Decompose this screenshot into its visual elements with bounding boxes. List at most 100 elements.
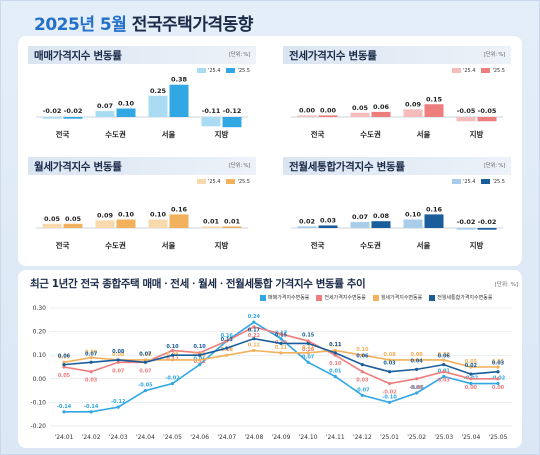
bar-value-label: 0.00: [320, 106, 337, 114]
bar-value-label: 0.01: [203, 217, 220, 225]
series-point: [62, 365, 66, 369]
series-point: [360, 370, 364, 374]
point-value-label: 0.03: [438, 378, 451, 384]
point-value-label: -0.02: [382, 390, 397, 396]
bar: [116, 219, 136, 228]
series-point: [89, 355, 93, 360]
series-point: [306, 351, 310, 355]
point-value-label: 0.10: [193, 344, 206, 350]
x-tick-label: '25.02: [407, 434, 426, 441]
wolse-change-chart: 월세가격지수 변동률 [단위: %] '25.4'25.5 0.05 0.05 전국 0.0…: [28, 157, 256, 257]
series-point: [89, 370, 93, 374]
mini-bar-svg: 0.00 0.00 전국 0.05 0.06 수도권 0.09 0.15 서울 -0.05 -0.0…: [291, 95, 503, 139]
bar: [95, 220, 115, 228]
series-point: [496, 365, 500, 369]
line-legend-label: 전세가격지수변동률: [324, 295, 366, 301]
bar: [222, 226, 242, 228]
point-value-label: 0.08: [410, 352, 423, 358]
series-point: [442, 370, 446, 374]
legend-swatch: [451, 179, 461, 184]
point-value-label: -0.12: [111, 399, 126, 405]
point-value-label: 0.05: [492, 359, 505, 365]
series-point: [225, 353, 229, 357]
line-legend-swatch: [429, 294, 436, 301]
line-chart-title: 최근 1년간 전국 종합주택 매매ㆍ전세ㆍ월세ㆍ전월세통합 가격지수 변동률 추…: [30, 278, 366, 290]
series-point: [442, 358, 446, 362]
series-point: [225, 339, 229, 343]
series-point: [279, 341, 283, 345]
mini-chart-legend: '25.4 '25.5: [451, 179, 505, 185]
legend-item: '25.4: [451, 179, 476, 185]
category-label: 서울: [162, 129, 176, 139]
legend-swatch: [196, 179, 206, 184]
point-value-label: 0.00: [410, 385, 423, 391]
bar: [116, 108, 136, 117]
legend-label: '25.5: [492, 179, 505, 185]
legend-swatch: [451, 68, 461, 73]
point-value-label: 0.10: [221, 347, 234, 353]
legend-label: '25.4: [207, 179, 221, 185]
x-tick-label: '24.03: [109, 434, 128, 441]
series-point: [469, 365, 473, 369]
bar-value-label: 0.10: [118, 100, 135, 108]
bar-value-label: 0.02: [299, 217, 315, 225]
bar: [42, 223, 62, 228]
point-value-label: 0.05: [465, 359, 478, 365]
mini-chart-title: 전월세통합가격지수 변동률 [단위: %]: [283, 157, 511, 175]
point-value-label: 0.12: [248, 342, 261, 348]
point-value-label: 0.03: [85, 378, 98, 384]
bar-value-label: 0.25: [150, 87, 167, 95]
bar: [371, 221, 391, 228]
bar: [403, 109, 423, 117]
bar-value-label: 0.05: [352, 104, 369, 112]
legend-item: '25.5: [481, 68, 505, 74]
legend-label: '25.4: [207, 68, 221, 74]
bar-value-label: -0.12: [223, 107, 242, 115]
bar-value-label: 0.16: [426, 205, 443, 213]
point-value-label: 0.16: [221, 333, 234, 339]
series-point: [333, 348, 337, 353]
bar: [318, 115, 338, 117]
series-point: [387, 370, 392, 374]
point-value-label: 0.10: [329, 361, 342, 367]
point-value-label: 0.16: [302, 347, 315, 353]
series-point: [170, 348, 175, 353]
x-tick-label: '25.03: [434, 434, 453, 441]
legend-label: '25.4: [462, 179, 476, 185]
point-value-label: 0.12: [329, 342, 342, 348]
category-label: 수도권: [360, 240, 381, 250]
bar-value-label: -0.02: [64, 107, 83, 115]
point-value-label: 0.05: [58, 373, 71, 379]
series-point: [62, 363, 66, 367]
point-value-label: 0.11: [302, 345, 315, 351]
point-value-label: 0.02: [465, 363, 478, 369]
bar-value-label: 0.15: [426, 95, 443, 103]
legend-item: '25.5: [226, 68, 250, 74]
x-tick-label: '24.02: [82, 434, 101, 441]
category-label: 전국: [311, 129, 325, 139]
legend-swatch: [226, 179, 236, 184]
bar-value-label: 0.00: [299, 106, 316, 114]
category-label: 전국: [311, 240, 325, 250]
point-value-label: 0.07: [302, 354, 315, 360]
point-value-label: 0.07: [139, 368, 152, 374]
point-value-label: 0.11: [329, 342, 342, 348]
bar-value-label: 0.38: [171, 76, 188, 84]
category-label: 전국: [56, 129, 70, 139]
x-tick-label: '24.07: [217, 434, 236, 441]
series-point: [360, 363, 364, 367]
mini-chart-legend: '25.4 '25.5: [196, 179, 250, 185]
series-point: [415, 358, 419, 362]
line-legend-swatch: [260, 294, 266, 301]
bar-value-label: -0.02: [43, 107, 62, 115]
legend-swatch: [481, 179, 491, 184]
mini-chart-legend: '25.4 '25.5: [196, 68, 250, 74]
legend-item: '25.4: [196, 179, 221, 185]
y-tick-label: 0.10: [33, 352, 47, 359]
series-point: [415, 391, 419, 395]
bar: [318, 225, 338, 228]
x-tick-label: '24.11: [326, 434, 345, 441]
point-value-label: 0.07: [58, 354, 71, 360]
point-value-label: 0.11: [275, 345, 288, 351]
bar: [63, 223, 83, 228]
